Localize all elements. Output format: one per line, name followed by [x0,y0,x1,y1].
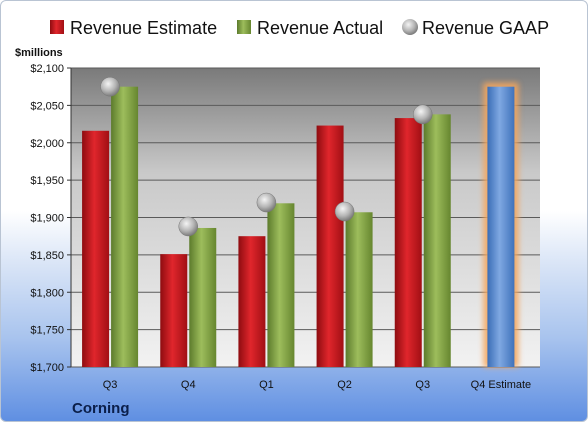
marker-revenue-gaap [100,76,120,97]
marker-revenue-gaap [178,216,198,237]
legend-swatch-estimate [50,20,64,34]
marker-revenue-gaap [256,192,277,213]
x-category-label: Q2 [337,379,352,391]
bar-revenue-estimate [316,125,344,368]
x-category-label: Q4 Estimate [471,379,532,391]
legend-swatch-gaap [402,19,418,35]
y-tick-label: $2,050 [30,100,64,112]
bar-revenue-forecast [487,86,515,367]
x-category-label: Q4 [181,379,196,391]
y-tick-label: $1,750 [30,325,64,337]
marker-revenue-gaap [334,201,355,222]
y-tick-label: $1,900 [30,213,64,225]
x-axis-labels: Q3 Q4 Q1 Q2 Q3 Q4 Estimate [103,379,531,391]
y-axis-ticks: $1,700 $1,750 $1,800 $1,850 $1,900 $1,950 $2,0… [30,63,71,374]
legend: Revenue Estimate Revenue Actual Revenue … [50,18,549,38]
bar-revenue-actual [189,227,217,367]
legend-label-estimate: Revenue Estimate [70,18,217,38]
bar-revenue-actual [423,114,451,367]
bar-revenue-estimate [238,236,266,367]
bar-revenue-estimate [82,130,110,367]
bars [82,76,519,368]
y-tick-label: $1,950 [30,175,64,187]
bar-revenue-actual [267,203,295,367]
y-tick-label: $1,800 [30,287,64,299]
y-tick-label: $2,000 [30,138,64,150]
x-category-label: Q3 [103,379,118,391]
y-tick-label: $1,850 [30,250,64,262]
y-axis-unit-label: $millions [15,47,63,59]
bar-revenue-estimate [394,118,422,368]
bar-revenue-estimate [160,254,188,367]
x-category-label: Q1 [259,379,274,391]
legend-label-gaap: Revenue GAAP [422,18,549,38]
bar-revenue-actual [111,86,139,367]
legend-label-actual: Revenue Actual [257,18,383,38]
y-tick-label: $2,100 [30,63,64,75]
marker-revenue-gaap [413,104,433,125]
bar-revenue-actual [345,212,373,367]
company-name: Corning [72,400,130,417]
x-category-label: Q3 [415,379,430,391]
legend-swatch-actual [237,20,251,34]
y-tick-label: $1,700 [30,362,64,374]
